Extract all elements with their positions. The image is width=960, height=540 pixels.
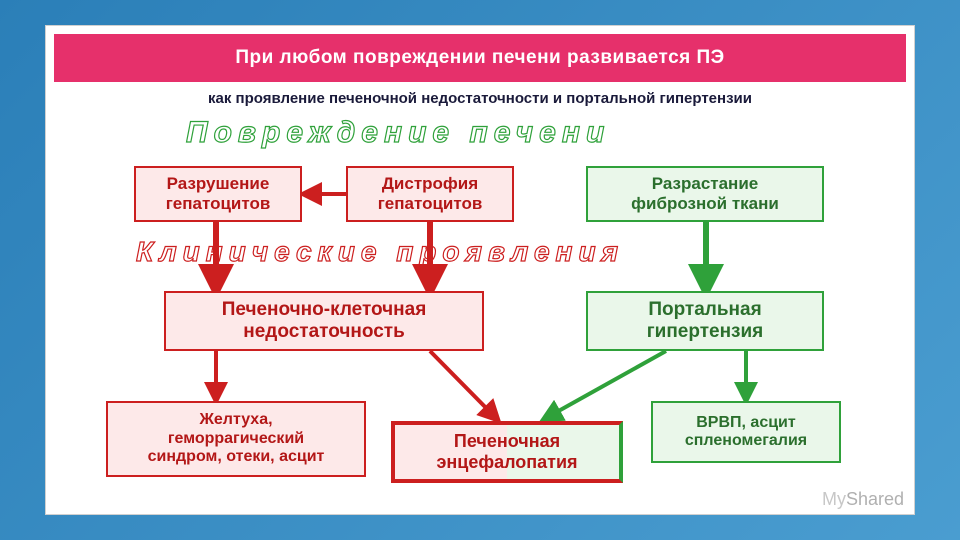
- box-b3-label: Разрастаниефиброзной ткани: [631, 174, 779, 213]
- watermark: MyShared: [822, 489, 904, 510]
- box-b8: ВРВП, асцитспленомегалия: [651, 401, 841, 463]
- box-b2-label: Дистрофиягепатоцитов: [378, 174, 483, 213]
- slide: При любом повреждении печени развивается…: [45, 25, 915, 515]
- box-b1: Разрушениегепатоцитов: [134, 166, 302, 222]
- header-clinical: Клинические проявления: [136, 236, 624, 268]
- title-bar: При любом повреждении печени развивается…: [54, 34, 906, 82]
- box-b6-label: Желтуха,геморрагическийсиндром, отеки, а…: [148, 411, 325, 466]
- box-b4-label: Печеночно-клеточнаянедостаточность: [222, 299, 427, 343]
- box-b2: Дистрофиягепатоцитов: [346, 166, 514, 222]
- arrow-5: [430, 351, 496, 418]
- box-b8-label: ВРВП, асцитспленомегалия: [685, 414, 807, 451]
- box-b5-label: Портальнаягипертензия: [647, 299, 764, 343]
- watermark-my: My: [822, 489, 846, 509]
- box-b3: Разрастаниефиброзной ткани: [586, 166, 824, 222]
- title-text: При любом повреждении печени развивается…: [235, 47, 724, 69]
- box-b7: Печеночнаяэнцефалопатия: [391, 421, 623, 483]
- box-b6: Желтуха,геморрагическийсиндром, отеки, а…: [106, 401, 366, 477]
- box-b4: Печеночно-клеточнаянедостаточность: [164, 291, 484, 351]
- box-b5: Портальнаягипертензия: [586, 291, 824, 351]
- subtitle: как проявление печеночной недостаточност…: [46, 90, 914, 107]
- watermark-shared: Shared: [846, 489, 904, 509]
- arrow-6: [546, 351, 666, 418]
- box-b1-label: Разрушениегепатоцитов: [166, 174, 271, 213]
- box-b7-label: Печеночнаяэнцефалопатия: [436, 431, 577, 472]
- header-damage: Повреждение печени: [186, 116, 610, 150]
